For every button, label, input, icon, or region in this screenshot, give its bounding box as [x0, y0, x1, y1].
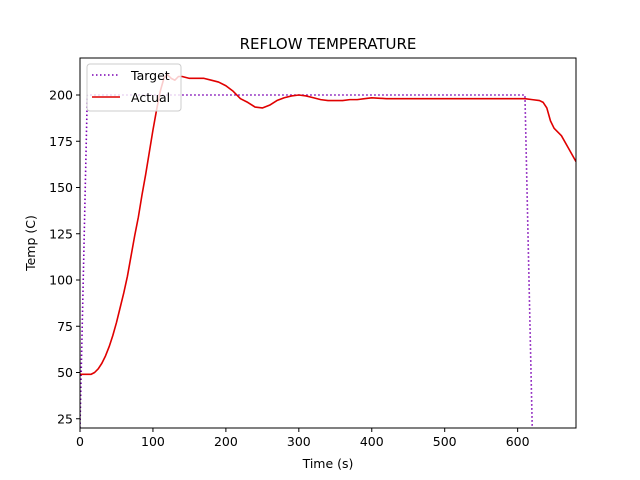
y-tick-label: 50 [57, 365, 73, 380]
x-axis: 0 100 200 300 400 500 600 [76, 428, 530, 449]
legend: Target Actual [86, 63, 182, 112]
y-tick-label: 25 [57, 411, 73, 426]
plot-frame [79, 57, 577, 429]
x-tick-label: 500 [433, 434, 457, 449]
x-tick-label: 400 [360, 434, 384, 449]
chart-title: REFLOW TEMPERATURE [240, 35, 417, 53]
legend-box [86, 63, 182, 112]
x-tick-label: 0 [76, 434, 84, 449]
y-tick-label: 200 [49, 88, 73, 103]
y-axis: 25 50 75 100 125 150 175 200 [49, 88, 80, 426]
y-tick-label: 100 [49, 273, 73, 288]
y-tick-label: 75 [57, 319, 73, 334]
x-tick-label: 600 [506, 434, 530, 449]
series-line-actual [80, 73, 576, 376]
x-tick-label: 100 [141, 434, 165, 449]
x-axis-title: Time (s) [302, 456, 354, 471]
plot-area [79, 57, 577, 429]
y-tick-label: 125 [49, 226, 73, 241]
legend-label-target: Target [130, 68, 170, 83]
x-tick-label: 200 [214, 434, 238, 449]
series-line-target [80, 94, 534, 428]
legend-label-actual: Actual [131, 90, 170, 105]
y-axis-title: Temp (C) [23, 215, 38, 272]
y-tick-label: 175 [49, 134, 73, 149]
series-layer [80, 73, 576, 428]
x-tick-label: 300 [287, 434, 311, 449]
y-tick-label: 150 [49, 180, 73, 195]
